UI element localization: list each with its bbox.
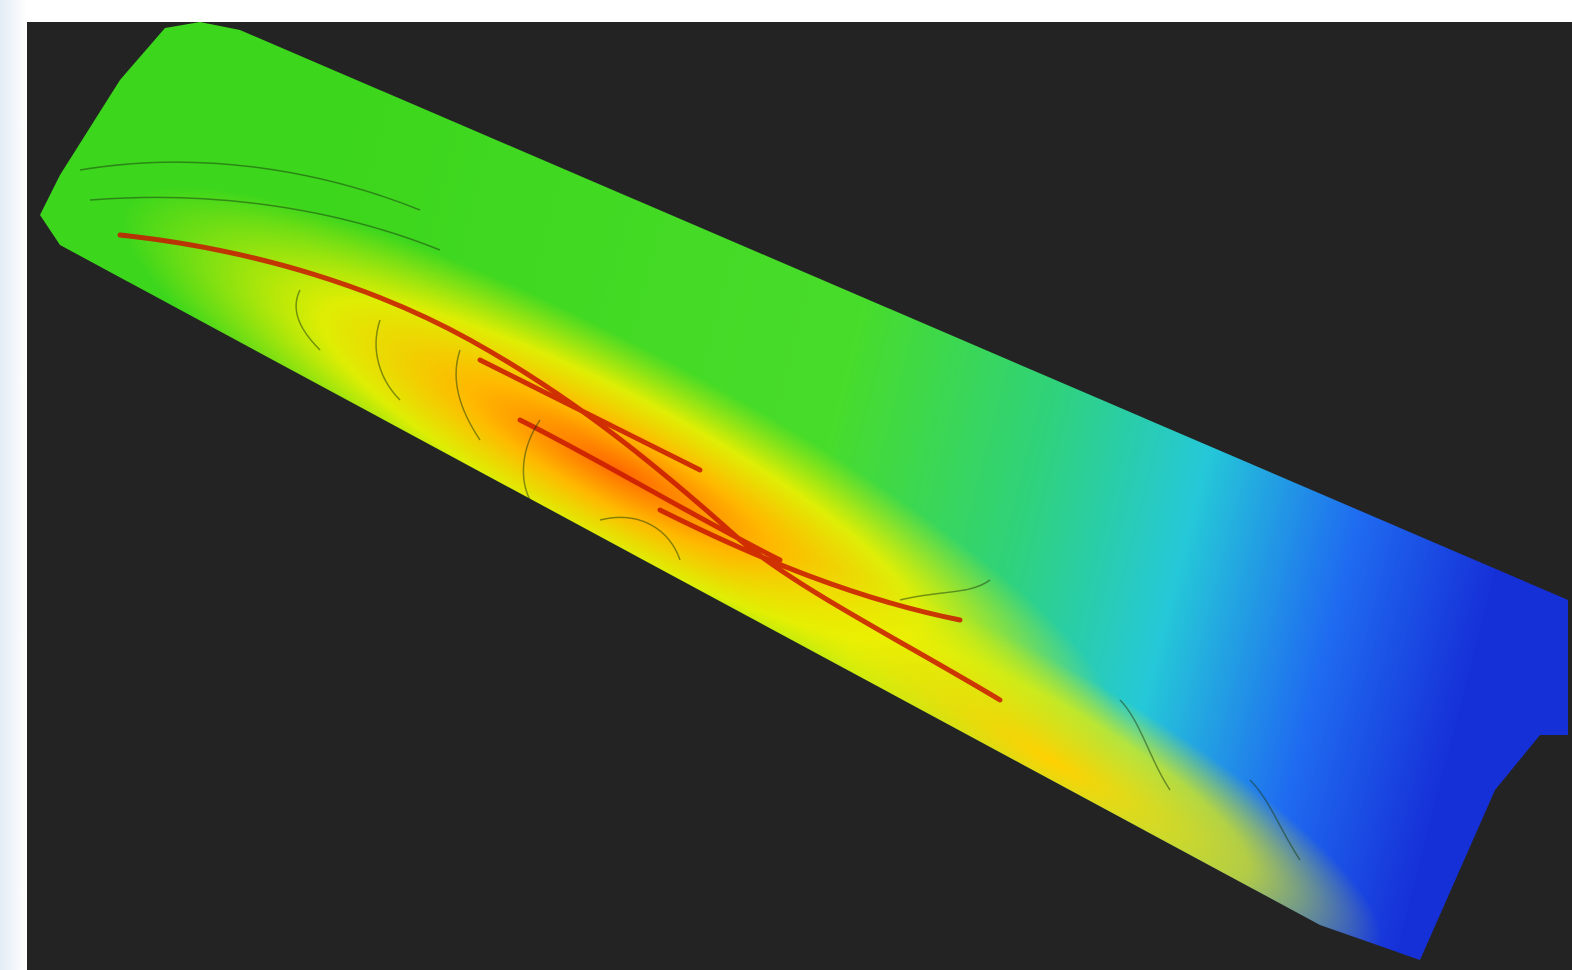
ridge-lines	[117, 232, 1003, 703]
sidebar-edge	[0, 0, 27, 970]
contours	[79, 161, 1301, 861]
